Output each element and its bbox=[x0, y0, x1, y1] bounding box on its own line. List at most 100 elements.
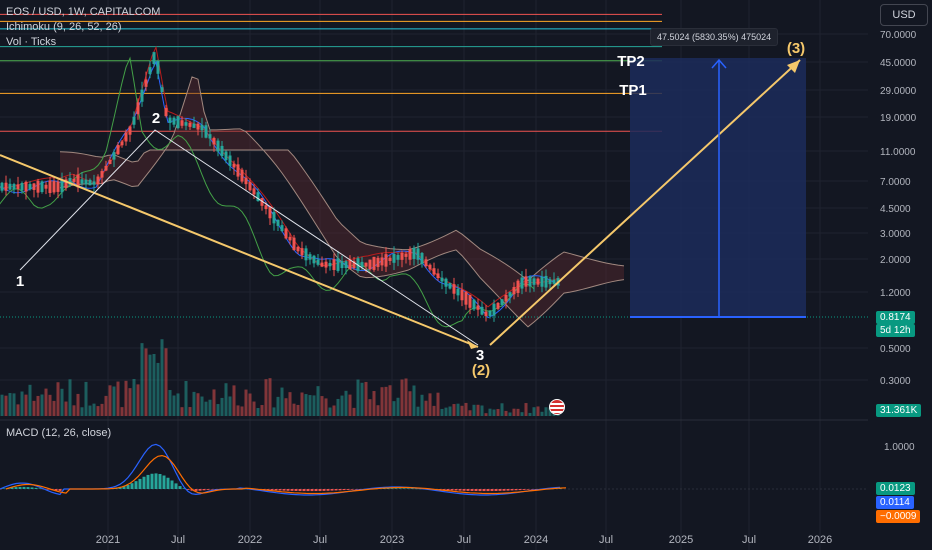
macd-histogram-bar bbox=[338, 489, 342, 491]
macd-histogram-bar bbox=[166, 477, 170, 489]
volume-bar bbox=[96, 406, 100, 416]
candle-body bbox=[156, 60, 160, 74]
volume-bar bbox=[456, 403, 460, 416]
countdown-tag: 5d 12h bbox=[876, 324, 915, 337]
wave-label-1: 1 bbox=[16, 273, 24, 290]
macd-histogram-bar bbox=[518, 489, 522, 491]
volume-legend[interactable]: Vol · Ticks bbox=[6, 36, 57, 48]
signal-line-tag: −0.0009 bbox=[876, 510, 921, 523]
macd-histogram-bar bbox=[294, 489, 298, 491]
macd-histogram-bar bbox=[46, 489, 50, 490]
macd-pane bbox=[0, 443, 868, 496]
volume-bar bbox=[528, 412, 532, 416]
volume-bar bbox=[460, 405, 464, 416]
macd-histogram-bar bbox=[390, 488, 394, 489]
volume-bar bbox=[48, 394, 52, 416]
macd-histogram-bar bbox=[502, 489, 506, 491]
candle-body bbox=[296, 246, 300, 252]
macd-histogram-bar bbox=[122, 486, 126, 489]
volume-bar bbox=[76, 393, 80, 416]
candle-body bbox=[376, 257, 380, 267]
macd-histogram-bar bbox=[466, 489, 470, 491]
candle-body bbox=[544, 275, 548, 288]
candle-body bbox=[268, 206, 272, 219]
time-tick-label: 2023 bbox=[380, 534, 404, 546]
volume-bar bbox=[212, 389, 216, 416]
volume-bar bbox=[204, 401, 208, 416]
candle-body bbox=[484, 311, 488, 317]
candle-body bbox=[444, 278, 448, 287]
candle-body bbox=[288, 236, 292, 241]
candle-body bbox=[328, 262, 332, 267]
yellow-trend-arrowhead bbox=[467, 340, 478, 349]
volume-bar bbox=[228, 396, 232, 416]
candle-body bbox=[476, 305, 480, 310]
macd-histogram-bar bbox=[194, 489, 198, 491]
price-tick-label: 70.0000 bbox=[880, 30, 917, 41]
time-axis: 2021 Jul 2022 Jul 2023 Jul 2024 Jul 2025 Jul 2026 bbox=[96, 534, 832, 546]
currency-button[interactable]: USD bbox=[880, 4, 928, 26]
volume-bar bbox=[128, 388, 132, 416]
us-flag-icon[interactable] bbox=[549, 399, 565, 415]
volume-bar bbox=[72, 405, 76, 416]
candle-body bbox=[176, 116, 180, 129]
volume-bar bbox=[328, 407, 332, 416]
macd-histogram-bar bbox=[26, 487, 30, 489]
volume-bar bbox=[404, 378, 408, 416]
candle-body bbox=[48, 180, 52, 193]
volume-bar bbox=[320, 396, 324, 416]
macd-histogram-bar bbox=[330, 489, 334, 491]
candle-body bbox=[28, 184, 32, 190]
volume-bar bbox=[444, 407, 448, 416]
candle-body bbox=[64, 179, 68, 188]
volume-bar bbox=[16, 404, 20, 416]
candle-body bbox=[324, 261, 328, 268]
target-projection-box bbox=[630, 58, 806, 317]
volume-bar bbox=[484, 413, 488, 416]
candle-body bbox=[200, 124, 204, 131]
volume-bar bbox=[160, 339, 164, 416]
volume-bar bbox=[224, 383, 228, 416]
price-tick-label: 29.0000 bbox=[880, 86, 917, 97]
macd-legend[interactable]: MACD (12, 26, close) bbox=[6, 427, 112, 439]
candle-body bbox=[492, 303, 496, 316]
time-tick-label: Jul bbox=[742, 534, 756, 546]
candle-body bbox=[292, 237, 296, 251]
volume-bar bbox=[488, 408, 492, 416]
volume-bar bbox=[316, 386, 320, 416]
macd-histogram-bar bbox=[402, 488, 406, 489]
macd-histogram-bar bbox=[286, 489, 290, 491]
ichimoku-lines bbox=[0, 45, 561, 328]
macd-histogram-bar bbox=[354, 489, 358, 490]
macd-histogram-bar bbox=[510, 489, 514, 491]
candle-body bbox=[164, 107, 168, 117]
macd-histogram-bar bbox=[462, 489, 466, 491]
candle-body bbox=[152, 52, 156, 64]
volume-bar bbox=[544, 407, 548, 416]
volume-bar bbox=[424, 400, 428, 416]
macd-histogram-bar bbox=[174, 483, 178, 489]
candle-body bbox=[512, 287, 516, 295]
tp1-label: TP1 bbox=[619, 82, 647, 99]
macd-histogram-bar bbox=[2, 488, 6, 489]
ichimoku-legend[interactable]: Ichimoku (9, 26, 52, 26) bbox=[6, 21, 122, 33]
candle-body bbox=[452, 284, 456, 294]
symbol-title: EOS / USD, 1W, CAPITALCOM bbox=[6, 6, 161, 18]
volume-bar bbox=[532, 407, 536, 416]
volume-bar bbox=[104, 395, 108, 416]
volume-bar bbox=[388, 385, 392, 416]
volume-bar bbox=[220, 397, 224, 416]
candle-body bbox=[32, 183, 36, 190]
candle-body bbox=[84, 179, 88, 185]
volume-bar bbox=[108, 385, 112, 416]
candle-body bbox=[472, 299, 476, 310]
volume-bar bbox=[36, 395, 40, 416]
volume-tag: 31.361K bbox=[876, 404, 922, 417]
macd-histogram-bar bbox=[302, 489, 306, 492]
price-candles bbox=[0, 51, 868, 322]
time-tick-label: 2021 bbox=[96, 534, 120, 546]
ichimoku-cloud bbox=[59, 76, 625, 328]
candle-body bbox=[132, 116, 136, 125]
macd-histogram-bar bbox=[178, 486, 182, 489]
